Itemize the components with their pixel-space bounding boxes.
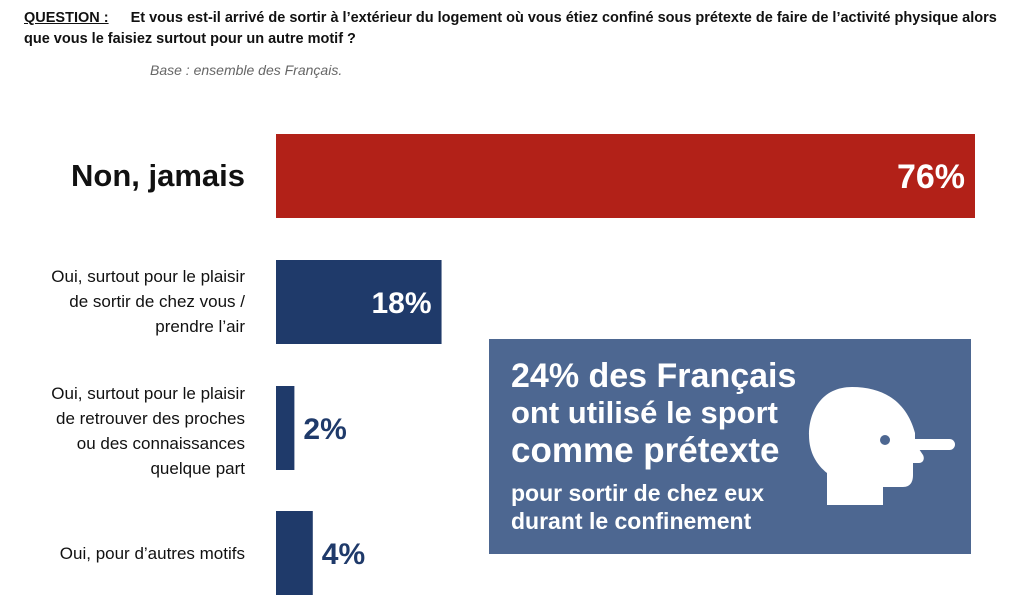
bar-value-label-2: 18% (372, 287, 432, 320)
question-text: Et vous est-il arrivé de sortir à l’exté… (24, 10, 997, 47)
callout-sub-line: pour sortir de chez eux (511, 480, 765, 506)
callout-headline-3: comme prétexte (511, 431, 780, 470)
category-label-line: de sortir de chez vous / (69, 292, 245, 311)
callout-box: 24% des Français ont utilisé le sport co… (489, 339, 971, 554)
question-label: QUESTION : (24, 10, 109, 26)
category-label-retrouver-proches: Oui, surtout pour le plaisir de retrouve… (51, 381, 245, 481)
bar-3 (276, 386, 295, 470)
callout-subtext: pour sortir de chez eux durant le confin… (511, 479, 764, 535)
callout-headline-2: ont utilisé le sport (511, 395, 778, 430)
category-label-line: Oui, surtout pour le plaisir (51, 267, 245, 286)
category-label-autres-motifs: Oui, pour d’autres motifs (59, 544, 245, 563)
bar-2 (276, 260, 442, 344)
category-label-line: prendre l’air (155, 317, 245, 336)
category-label-plaisir-sortir: Oui, surtout pour le plaisir de sortir d… (51, 264, 245, 339)
lying-head-long-nose-icon (809, 387, 955, 505)
category-label-line: Oui, surtout pour le plaisir (51, 384, 245, 403)
bar-value-label-1: 76% (897, 158, 965, 196)
category-label-line: de retrouver des proches (56, 409, 245, 428)
callout-headline-1: 24% des Français (511, 357, 797, 395)
category-label-line: ou des connaissances (76, 434, 245, 453)
callout-sub-line: durant le confinement (511, 508, 752, 534)
bar-4 (276, 511, 313, 595)
bar-value-label-3: 2% (303, 413, 346, 446)
base-note: Base : ensemble des Français. (150, 62, 343, 78)
question: QUESTION : Et vous est-il arrivé de sorti… (24, 8, 1009, 50)
category-label-line: quelque part (150, 459, 245, 478)
bar-1 (276, 134, 975, 218)
bar-value-label-4: 4% (322, 538, 365, 571)
category-label-non-jamais: Non, jamais (71, 158, 245, 193)
